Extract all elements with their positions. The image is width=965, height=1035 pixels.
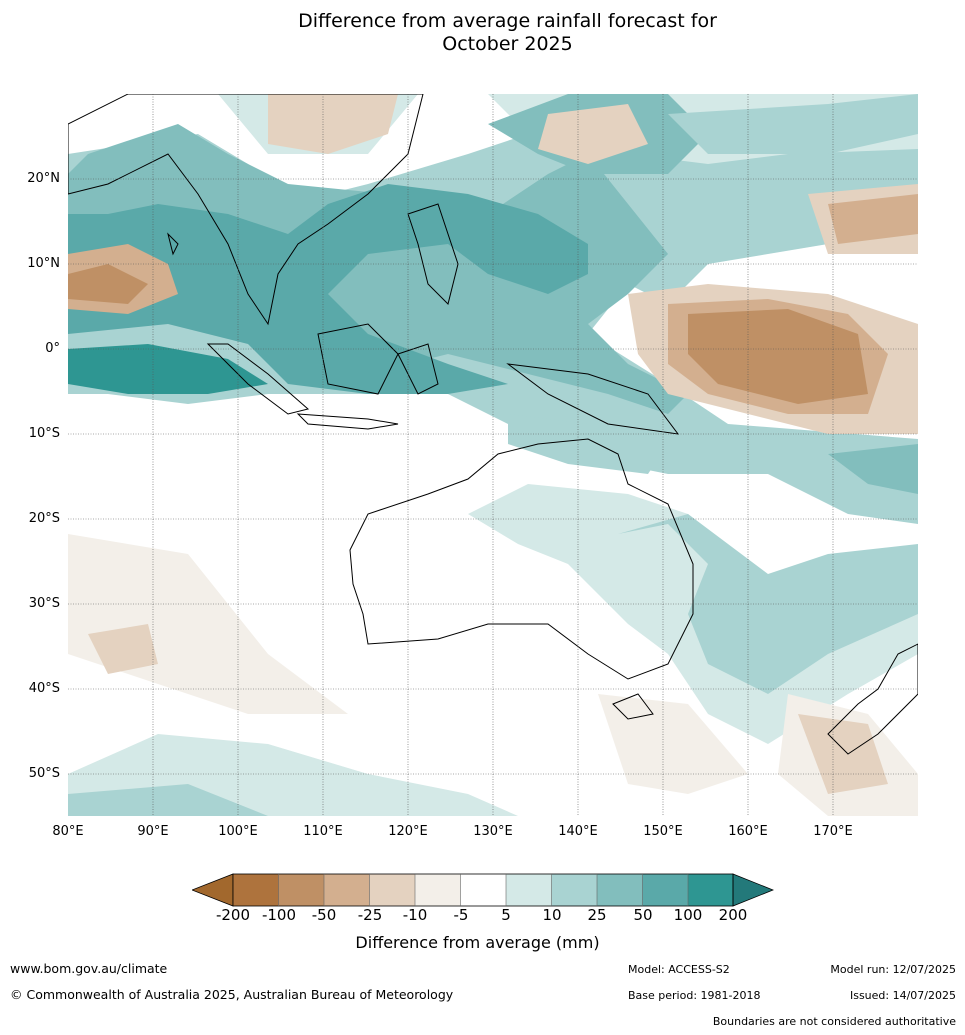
- model-name: Model: ACCESS-S2: [628, 963, 730, 976]
- copyright-text: © Commonwealth of Australia 2025, Austra…: [10, 987, 454, 1002]
- lon-label-90e: 90°E: [137, 824, 169, 839]
- lon-label-160e: 160°E: [728, 824, 768, 839]
- lon-label-130e: 130°E: [473, 824, 513, 839]
- lon-label-100e: 100°E: [218, 824, 258, 839]
- colorbar-box-8: [551, 874, 597, 906]
- rainfall-map: [68, 94, 918, 816]
- lat-label-10n: 10°N: [27, 256, 60, 271]
- australia-outline: [349, 438, 694, 680]
- tasmania-outline: [612, 693, 654, 720]
- base-period: Base period: 1981-2018: [628, 989, 761, 1002]
- colorbar-tick: -100: [261, 906, 297, 924]
- philippines-outline: [407, 203, 459, 305]
- lon-label-120e: 120°E: [388, 824, 428, 839]
- lon-label-140e: 140°E: [558, 824, 598, 839]
- colorbar-tick: 25: [587, 906, 607, 924]
- sri-lanka-outline: [167, 232, 179, 256]
- lon-label-80e: 80°E: [52, 824, 84, 839]
- lat-label-40s: 40°S: [28, 681, 60, 696]
- colorbar-tick: 200: [718, 906, 748, 924]
- wet-anomaly-shading: [68, 94, 918, 816]
- colorbar-box-11: [688, 874, 733, 906]
- colorbar-tick: -25: [357, 906, 383, 924]
- colorbar-box-1: [233, 874, 279, 906]
- colorbar-tick: 100: [673, 906, 703, 924]
- graticule: [68, 94, 918, 816]
- bom-url[interactable]: www.bom.gov.au/climate: [10, 961, 168, 976]
- colorbar-tick: 10: [542, 906, 562, 924]
- lat-label-30s: 30°S: [28, 596, 60, 611]
- colorbar-arrow-left: [192, 873, 234, 907]
- colorbar-tick: -10: [402, 906, 428, 924]
- lat-label-10s: 10°S: [28, 426, 60, 441]
- colorbar-tick: 50: [633, 906, 653, 924]
- lat-label-50s: 50°S: [28, 766, 60, 781]
- lat-label-20s: 20°S: [28, 511, 60, 526]
- lat-label-20n: 20°N: [27, 171, 60, 186]
- lon-label-170e: 170°E: [813, 824, 853, 839]
- colorbar: [192, 873, 774, 907]
- map-canvas: [68, 94, 918, 816]
- map-title: Difference from average rainfall forecas…: [0, 10, 965, 56]
- colorbar-box-4: [369, 874, 415, 906]
- colorbar-tick: -200: [215, 906, 251, 924]
- colorbar-label: Difference from average (mm): [355, 933, 600, 952]
- lon-label-110e: 110°E: [303, 824, 343, 839]
- asia-mainland-outline: [68, 94, 424, 326]
- boundary-disclaimer: Boundaries are not considered authoritat…: [712, 1015, 956, 1028]
- colorbar-box-3: [324, 874, 370, 906]
- colorbar-box-7: [506, 874, 552, 906]
- colorbar-tick: -50: [311, 906, 337, 924]
- sulawesi-outline: [397, 343, 439, 395]
- issued-date: Issued: 14/07/2025: [849, 989, 956, 1002]
- colorbar-box-6: [460, 874, 506, 906]
- title-line-1: Difference from average rainfall forecas…: [298, 10, 717, 32]
- java-outline: [296, 413, 399, 430]
- colorbar-arrow-right: [732, 873, 774, 907]
- colorbar-box-5: [415, 874, 461, 906]
- coastlines: [68, 94, 918, 755]
- lon-label-150e: 150°E: [643, 824, 683, 839]
- new-zealand-outline: [827, 643, 918, 755]
- title-line-2: October 2025: [442, 33, 573, 55]
- model-run-date: Model run: 12/07/2025: [830, 963, 956, 976]
- borneo-outline: [317, 323, 399, 395]
- colorbar-tick: 5: [501, 906, 511, 924]
- colorbar-box-9: [597, 874, 643, 906]
- colorbar-tick: -5: [453, 906, 469, 924]
- colorbar-box-2: [278, 874, 324, 906]
- colorbar-box-10: [642, 874, 688, 906]
- lat-label-0: 0°: [45, 341, 60, 356]
- sumatra-outline: [206, 343, 310, 415]
